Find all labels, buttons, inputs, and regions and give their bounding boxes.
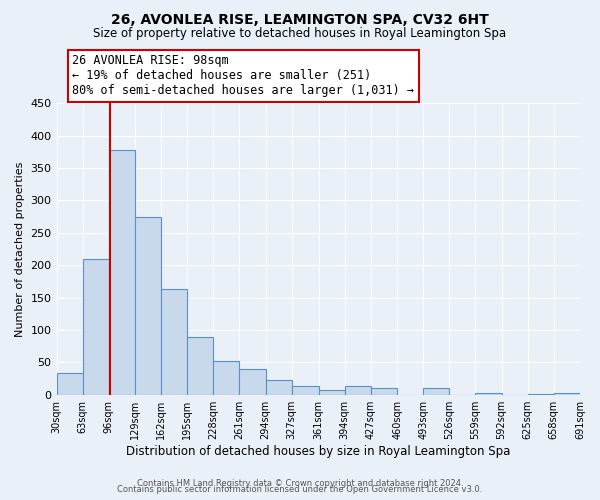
Bar [554,393,580,394]
Bar [109,150,135,394]
Bar [135,216,161,394]
Text: Contains HM Land Registry data © Crown copyright and database right 2024.: Contains HM Land Registry data © Crown c… [137,478,463,488]
Bar [345,386,371,394]
Text: Contains public sector information licensed under the Open Government Licence v3: Contains public sector information licen… [118,485,482,494]
Bar [239,369,266,394]
Text: Size of property relative to detached houses in Royal Leamington Spa: Size of property relative to detached ho… [94,28,506,40]
Bar [371,388,397,394]
Bar [266,380,292,394]
Text: 26 AVONLEA RISE: 98sqm
← 19% of detached houses are smaller (251)
80% of semi-de: 26 AVONLEA RISE: 98sqm ← 19% of detached… [72,54,414,98]
Text: 26, AVONLEA RISE, LEAMINGTON SPA, CV32 6HT: 26, AVONLEA RISE, LEAMINGTON SPA, CV32 6… [111,12,489,26]
Bar [187,337,214,394]
Bar [161,289,187,395]
X-axis label: Distribution of detached houses by size in Royal Leamington Spa: Distribution of detached houses by size … [126,444,511,458]
Bar [214,361,239,394]
Bar [292,386,319,394]
Bar [423,388,449,394]
Bar [319,390,345,394]
Y-axis label: Number of detached properties: Number of detached properties [15,162,25,336]
Bar [83,258,109,394]
Bar [56,374,83,394]
